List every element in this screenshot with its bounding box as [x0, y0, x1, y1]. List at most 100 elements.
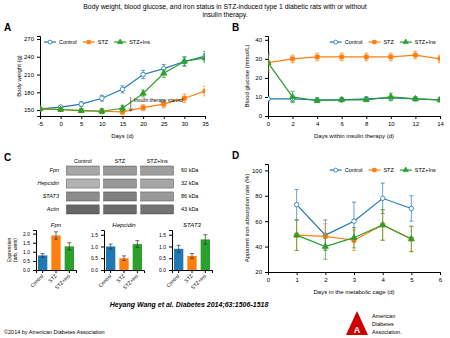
error-bar	[121, 86, 125, 93]
point	[141, 72, 146, 77]
y-axis: 0.00.51.01.52.0	[23, 231, 36, 274]
tick-mark	[265, 196, 268, 197]
error-bar	[122, 256, 126, 261]
tick: 210	[24, 72, 40, 78]
line	[40, 58, 205, 111]
panel-label: C	[4, 152, 11, 163]
error-bar	[79, 102, 83, 107]
panel: 0.00.51.01.5ControlSTZSTZ+InsHepcidin	[91, 222, 144, 290]
tick-label: 0.5	[23, 258, 30, 264]
tick: 1.5	[23, 240, 36, 246]
axis-line	[101, 231, 105, 271]
point	[352, 219, 357, 224]
tick: -5	[38, 116, 44, 127]
tick-label: 4	[381, 277, 385, 283]
error-bar	[54, 232, 58, 239]
y-axis-title: Apparent iron absorption rate (%)	[244, 174, 250, 263]
error-bar	[295, 189, 299, 219]
error-bar	[409, 196, 413, 221]
tick-mark	[415, 116, 416, 119]
tick: 0	[267, 272, 271, 283]
y-axis-title: Body weight (g)	[16, 55, 22, 97]
error-bar	[190, 254, 194, 259]
tick-mark	[169, 246, 172, 247]
tick-label: 180	[24, 90, 35, 96]
tick: 10	[255, 94, 268, 100]
tick: 1.0	[91, 244, 104, 250]
y-axis: 0.00.51.01.5	[91, 231, 104, 274]
tick-mark	[440, 272, 441, 275]
point	[388, 93, 394, 98]
tick-label: 240	[24, 54, 35, 60]
logo-text: Association.	[372, 329, 402, 335]
legend-item: STZ+Ins	[400, 39, 436, 45]
tick: 35	[202, 116, 209, 127]
tick: 0	[59, 116, 63, 127]
band	[66, 179, 99, 188]
tick-mark	[101, 270, 104, 271]
tick: 240	[24, 54, 40, 60]
point	[339, 96, 345, 101]
tick-label: 0.0	[159, 267, 166, 273]
tick-label: 3	[353, 277, 357, 283]
point	[294, 202, 299, 207]
legend-symbol	[403, 167, 408, 172]
x-axis-title: Days within insulin therapy (d)	[314, 133, 394, 139]
tick: 30	[182, 116, 189, 127]
error-bar	[141, 105, 145, 111]
point	[202, 54, 205, 59]
column-label: STZ	[115, 158, 126, 164]
column-label: STZ+Ins	[147, 158, 168, 164]
tick-mark	[354, 272, 355, 275]
logo-letter: A	[354, 325, 361, 335]
error-bar	[364, 53, 368, 61]
tick-label: 10	[255, 94, 262, 100]
legend: ControlSTZSTZ+Ins	[44, 39, 150, 45]
point	[413, 53, 417, 57]
tick-mark	[37, 57, 40, 58]
tick-mark	[440, 116, 441, 119]
point	[389, 55, 393, 59]
tick-label: 0	[259, 113, 263, 119]
series	[40, 54, 205, 114]
point	[294, 232, 300, 237]
tick-mark	[169, 235, 172, 236]
tick: 14	[437, 116, 444, 127]
tick-label: STZ+Ins	[54, 272, 72, 290]
band	[66, 205, 99, 214]
tick: 6	[341, 116, 345, 127]
tick-label: 1.5	[23, 240, 30, 246]
tick-mark	[33, 252, 36, 253]
tick-mark	[33, 243, 36, 244]
row-size-label: 43 kDa	[181, 206, 199, 212]
footer: Heyang Wang et al. Diabetes 2014;63:1506…	[4, 301, 268, 335]
tick: 40	[255, 37, 268, 43]
tick-mark	[110, 270, 111, 273]
row-size-label: 86 kDa	[181, 193, 199, 199]
tick-label: Control	[97, 273, 113, 289]
row-label: Actin	[46, 206, 59, 212]
tick-label: 20	[255, 75, 262, 81]
error-bar	[182, 94, 186, 102]
legend-label: Control	[345, 39, 363, 45]
y-axis-title: Blood glucose (mmol/L)	[244, 44, 250, 107]
row-size-label: 60 kDa	[181, 167, 199, 173]
tick-label: 150	[24, 107, 35, 113]
y-axis-title: Expression(arb. units)	[6, 237, 18, 262]
tick-mark	[169, 270, 172, 271]
series	[294, 183, 413, 250]
legend-item: STZ	[368, 167, 394, 173]
point	[408, 235, 414, 240]
tick: 6	[439, 272, 443, 283]
point	[314, 97, 320, 102]
tick-mark	[178, 270, 179, 273]
tick-mark	[101, 246, 104, 247]
band	[104, 192, 137, 201]
title-group: Body weight, blood glucose, and iron sta…	[83, 3, 366, 19]
tick: STZ+Ins	[190, 270, 208, 290]
tick-label: 1.0	[159, 244, 166, 250]
point	[58, 106, 64, 111]
point	[315, 98, 320, 103]
y-axis: 0.00.51.01.5	[159, 231, 172, 274]
axis-line	[265, 165, 269, 273]
